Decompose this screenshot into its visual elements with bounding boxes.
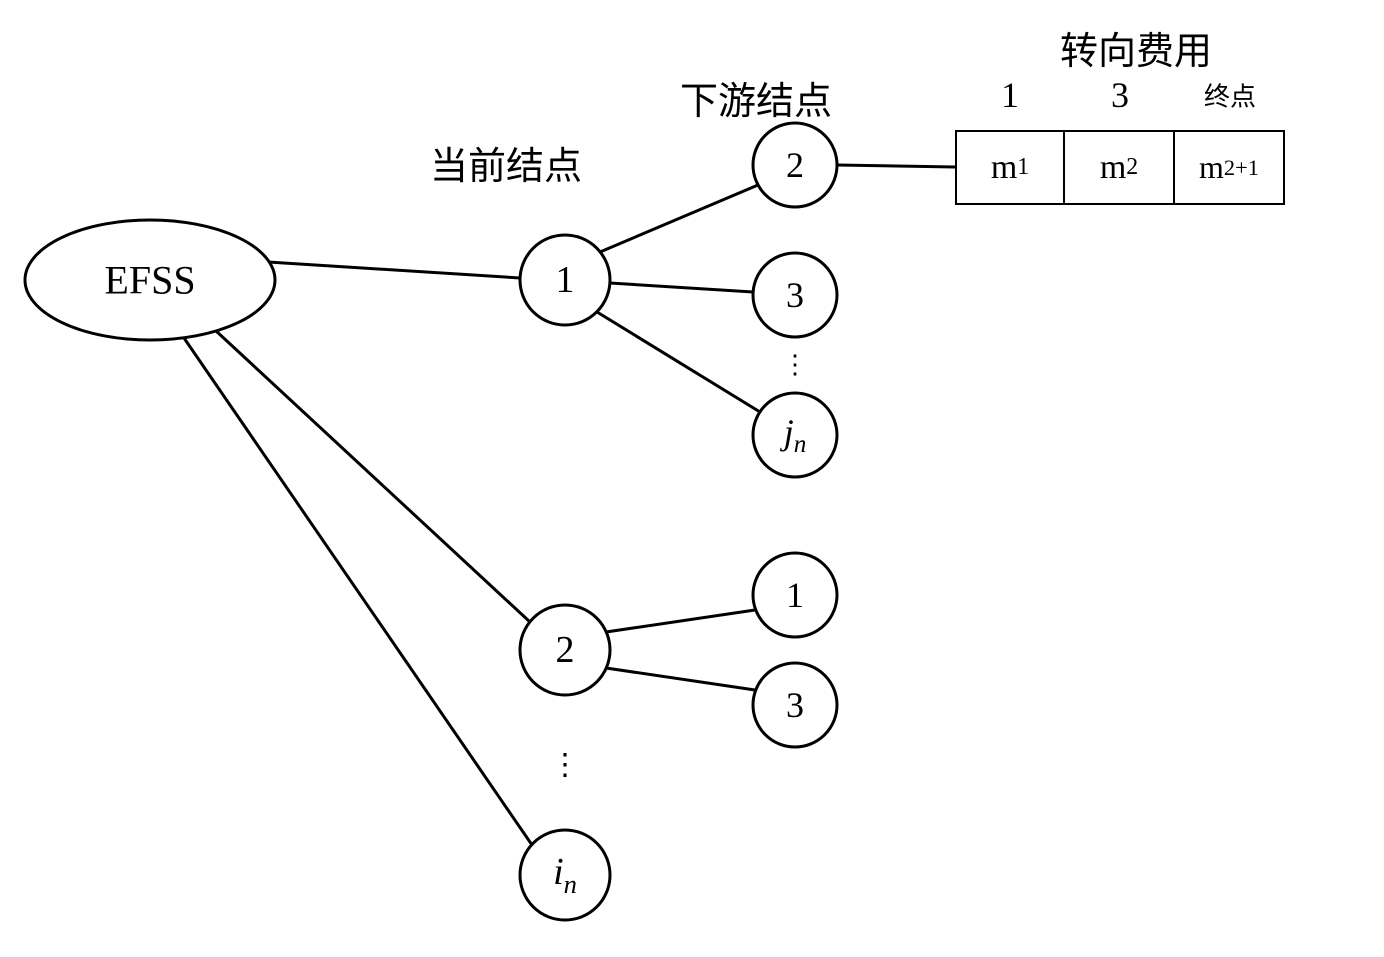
level1-node-label: 2: [556, 628, 575, 672]
table-header: 1: [1001, 74, 1019, 116]
level2-node-label: 2: [786, 144, 804, 186]
edge: [597, 312, 760, 412]
level2-node-label: 3: [786, 274, 804, 316]
level2-node-label: jn: [784, 411, 807, 459]
level1-node-label: in: [553, 850, 577, 900]
table-header: 终点: [1204, 77, 1256, 114]
table-header: 3: [1111, 74, 1129, 116]
edge: [837, 165, 955, 167]
label-downstream-node: 下游结点: [680, 70, 832, 125]
level2-node-label: 3: [786, 684, 804, 726]
cost-cell: m2+1: [1175, 130, 1285, 205]
edge: [215, 330, 530, 622]
vdots: ⋮: [550, 748, 580, 783]
vdots: ⋮: [782, 350, 808, 380]
edge: [600, 185, 758, 252]
edge: [606, 668, 755, 690]
edge: [268, 262, 520, 278]
diagram-root: EFSS 1 2 in ⋮ 2 3 jn ⋮ 1 3 当前结点 下游结点 转向费用 1 3 终点 m1m2m2+1: [0, 0, 1384, 957]
edge: [184, 338, 532, 845]
edge: [610, 283, 753, 292]
label-turning-cost: 转向费用: [1060, 20, 1212, 75]
cost-cell: m2: [1065, 130, 1175, 205]
level1-node-label: 1: [556, 258, 575, 302]
root-label: EFSS: [104, 257, 195, 304]
edge: [606, 610, 755, 632]
level2-node-label: 1: [786, 574, 804, 616]
label-current-node: 当前结点: [430, 135, 582, 190]
cost-cell: m1: [955, 130, 1065, 205]
